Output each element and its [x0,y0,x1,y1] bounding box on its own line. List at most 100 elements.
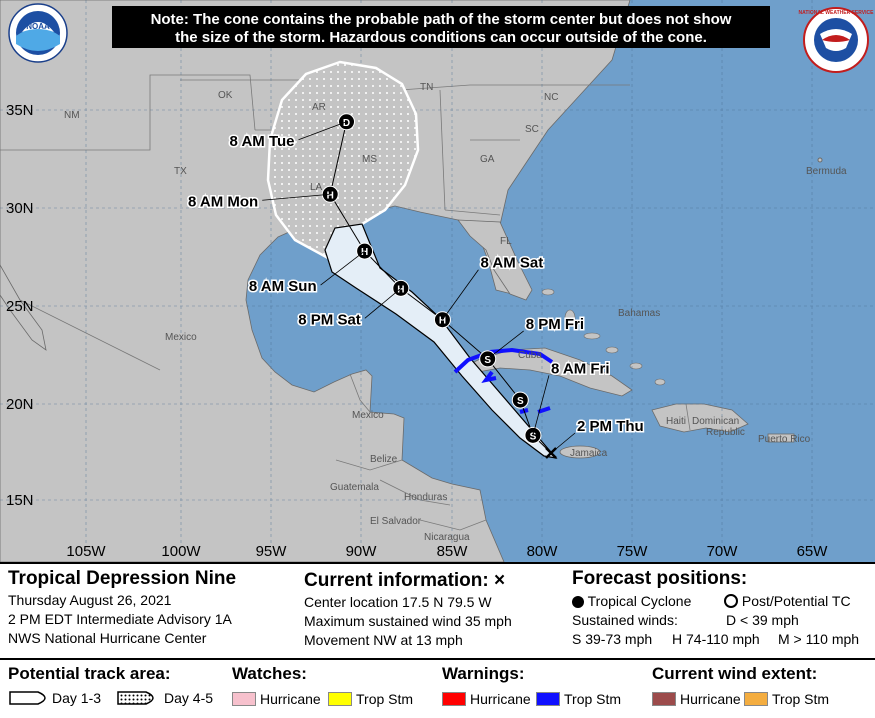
label-leader-line [364,288,402,319]
label-nc: NC [544,92,558,103]
land-jamaica [559,445,601,459]
label-leader-line [262,193,331,201]
current-position-icon: × [494,570,506,591]
warn-hurricane-swatch [442,692,466,706]
warn-tropstm-label: Trop Stm [564,691,622,707]
forecast-label: 8 AM Mon [188,193,258,210]
note-box [112,6,770,48]
label-puerto-rico: Puerto Rico [758,434,811,445]
svg-text:H: H [327,190,334,201]
label-haiti: Haiti [666,416,686,427]
label-ar: AR [312,102,326,113]
track-area-heading: Potential track area: [8,664,171,683]
watch-tropstm-swatch [328,692,352,706]
note-line-2: the size of the storm. Hazardous conditi… [175,29,707,46]
warn-hurricane-label: Hurricane [470,691,531,707]
label-leader-line [550,432,576,454]
forecast-label: 8 AM Tue [230,133,295,150]
forecast-label: 2 PM Thu [577,418,644,435]
lon-label-100w: 100W [161,543,201,560]
center-location: Center location 17.5 N 79.5 W [304,594,492,610]
region-labels: NM TX OK AR TN MS LA GA SC NC FL Mexico … [64,82,847,543]
lon-label-80w: 80W [527,543,559,560]
label-dominican: Dominican [692,416,739,427]
label-nm: NM [64,110,80,121]
wind-class-s: S 39-73 mph [572,631,653,647]
longitude-labels: 105W 100W 95W 90W 85W 80W 75W 70W 65W [66,543,828,560]
issuing-center: NWS National Hurricane Center [8,630,207,646]
label-tx: TX [174,166,187,177]
lon-label-70w: 70W [707,543,739,560]
lon-label-85w: 85W [437,543,469,560]
day-1-3-label: Day 1-3 [52,690,102,706]
label-cuba: Cuba [518,350,542,361]
warnings-heading: Warnings: [442,664,525,683]
label-leader-line [487,330,524,360]
watches-heading: Watches: [232,664,307,683]
day-1-3-swatch [9,691,46,705]
label-mexico-2: Mexico [352,410,384,421]
day-4-5-label: Day 4-5 [164,690,214,706]
movement: Movement NW at 13 mph [304,632,463,648]
advisory-date: Thursday August 26, 2021 [8,592,172,608]
label-honduras: Honduras [404,492,447,503]
forecast-label: 8 AM Fri [551,360,610,377]
forecast-label: 8 PM Fri [526,316,584,333]
svg-text:D: D [343,118,350,129]
forecast-map: S S S H H H H D 2 PM Thu 8 AM Fri 8 PM Fri 8 AM Sa… [0,0,875,562]
current-info-heading: Current information: × [304,570,505,592]
max-wind: Maximum sustained wind 35 mph [304,613,512,629]
nws-logo-text: NATIONAL WEATHER SERVICE [799,10,875,16]
label-fl: FL [500,236,512,247]
watch-hurricane-swatch [232,692,256,706]
watch-tropstm-label: Trop Stm [356,691,414,707]
wind-hurricane-swatch [652,692,676,706]
label-republic: Republic [706,427,745,438]
noaa-logo: NOAA [8,3,68,63]
lat-label-25n: 25N [6,298,34,315]
filled-circle-icon [572,596,584,608]
nws-logo: NATIONAL WEATHER SERVICE [799,7,875,73]
warn-tropstm-swatch [536,692,560,706]
lat-label-35n: 35N [6,102,34,119]
forecast-label: 8 PM Sat [298,311,361,328]
label-bahamas: Bahamas [618,308,660,319]
land-bahamas [541,288,666,386]
label-mexico: Mexico [165,332,197,343]
wind-class-h: H 74-110 mph [672,631,760,647]
lon-label-90w: 90W [346,543,378,560]
lon-label-75w: 75W [617,543,649,560]
label-leader-line [298,121,347,141]
wind-tropstm-swatch [744,692,768,706]
wind-extent-heading: Current wind extent: [652,664,818,683]
wind-hurricane-label: Hurricane [680,691,741,707]
land-bermuda [817,157,823,163]
storm-name: Tropical Depression Nine [8,568,237,589]
forecast-heading: Forecast positions: [572,568,748,589]
wind-class-d: D < 39 mph [726,612,799,628]
watch-hurricane-label: Hurricane [260,691,321,707]
legend-tropical-cyclone: Tropical Cyclone [572,593,691,609]
land-puerto-rico [767,433,795,443]
svg-text:H: H [397,284,404,295]
note-line-1: Note: The cone contains the probable pat… [151,11,732,28]
label-la: LA [310,182,323,193]
svg-text:S: S [517,396,524,407]
label-jamaica: Jamaica [570,448,608,459]
cone-day-4-5-stipple [268,62,418,258]
label-leader-line [442,269,479,320]
label-ok: OK [218,90,233,101]
forecast-labels: 2 PM Thu 8 AM Fri 8 PM Fri 8 AM Sat 8 PM Sat… [186,121,645,454]
current-info-heading-text: Current information: [304,570,489,591]
label-tn: TN [420,82,433,93]
lat-label-30n: 30N [6,200,34,217]
forecast-point-s: S [511,391,529,409]
legend-panel: Potential track area: Day 1-3 Day 4-5 Wa… [0,658,875,718]
lat-label-15n: 15N [6,492,34,509]
cone-day-1-3 [324,223,558,459]
label-ms: MS [362,154,377,165]
label-el-salvador: El Salvador [370,516,422,527]
lon-label-65w: 65W [797,543,829,560]
day-4-5-swatch [117,691,154,705]
svg-text:H: H [361,247,368,258]
